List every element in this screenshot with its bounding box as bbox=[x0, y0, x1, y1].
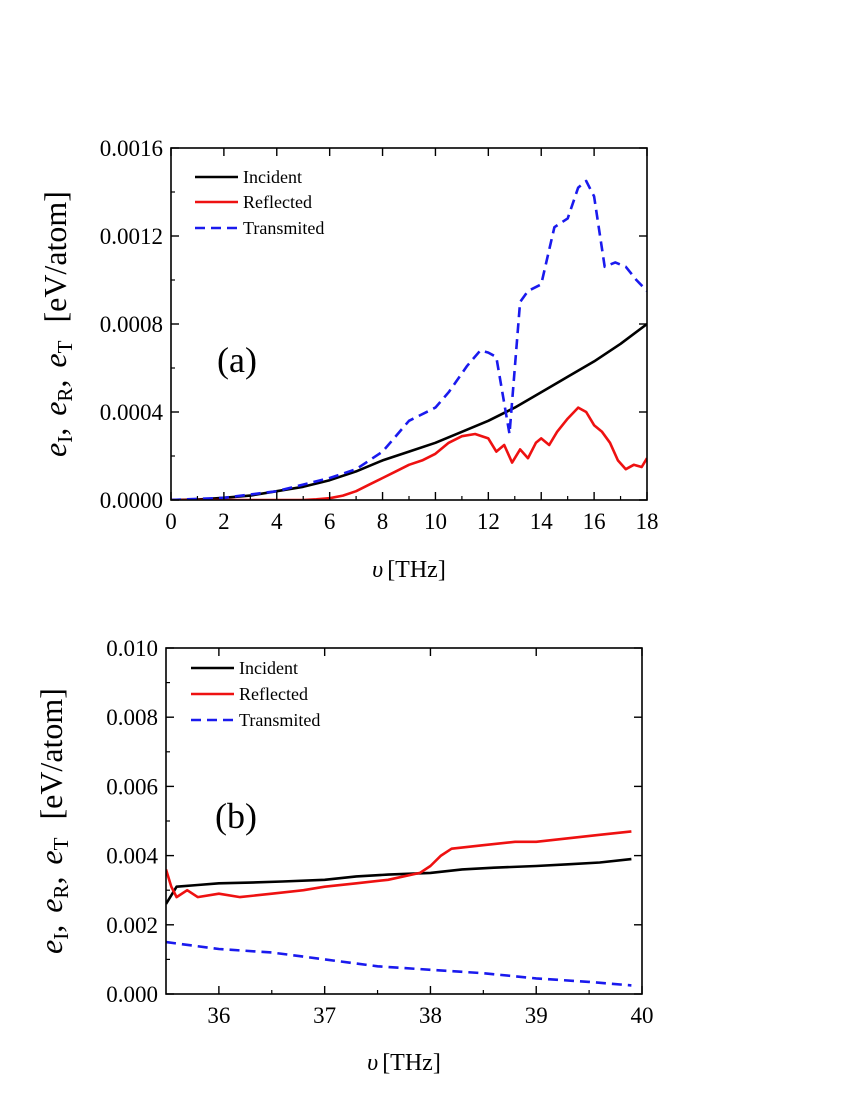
x-tick-label: 36 bbox=[207, 1003, 230, 1028]
legend: Incident Reflected Transmited bbox=[195, 167, 324, 238]
panel-label: (b) bbox=[215, 796, 257, 836]
x-tick-label: 10 bbox=[424, 509, 447, 534]
y-axis-label-part: e bbox=[37, 443, 73, 457]
y-tick-label: 0.002 bbox=[106, 913, 158, 938]
y-tick-label: 0.010 bbox=[106, 636, 158, 661]
y-axis-label: eI,eR,eT[eV/atom] bbox=[37, 191, 77, 457]
series-line-transmited bbox=[166, 940, 632, 987]
x-tick-label: 39 bbox=[525, 1003, 548, 1028]
y-axis-label-part: I bbox=[49, 933, 73, 940]
x-tick-label: 16 bbox=[583, 509, 606, 534]
chart-panel-b: 36 37 38 39 40 0.000 0.002 0.004 0.006 0.008 0.010… bbox=[33, 636, 654, 1076]
legend-label-reflected: Reflected bbox=[239, 684, 308, 704]
x-tick-label: 18 bbox=[636, 509, 659, 534]
x-axis-unit: [THz] bbox=[387, 557, 446, 583]
series-line-transmited bbox=[171, 179, 647, 500]
chart-panel-a: 0 2 4 6 8 10 12 14 16 18 0.0000 0.0004 0.0008 0.0012 0… bbox=[37, 136, 659, 583]
y-axis-label-part: e bbox=[33, 850, 69, 864]
panel-label: (a) bbox=[217, 340, 257, 380]
x-tick-label: 14 bbox=[530, 509, 554, 534]
y-axis-label-part: I bbox=[53, 436, 77, 443]
y-axis-label-part: e bbox=[33, 899, 69, 913]
x-axis-label: υ [THz] bbox=[367, 1050, 441, 1076]
y-tick-label: 0.0016 bbox=[100, 136, 163, 161]
y-axis-label: eI,eR,eT[eV/atom] bbox=[33, 688, 73, 954]
x-tick-label: 37 bbox=[313, 1003, 336, 1028]
y-tick-label: 0.006 bbox=[106, 774, 158, 799]
y-axis-label-part: R bbox=[49, 885, 73, 899]
series-line-reflected bbox=[171, 406, 647, 500]
series-line-incident bbox=[171, 322, 647, 500]
x-tick-label: 0 bbox=[165, 509, 177, 534]
legend-label-transmited: Transmited bbox=[239, 710, 320, 730]
x-axis-symbol: υ bbox=[372, 557, 383, 583]
x-axis-symbol: υ bbox=[367, 1050, 378, 1076]
x-axis-unit: [THz] bbox=[382, 1050, 441, 1076]
legend: Incident Reflected Transmited bbox=[191, 658, 320, 730]
y-tick-label: 0.0008 bbox=[100, 312, 163, 337]
y-axis-label-part: T bbox=[53, 340, 77, 353]
y-axis-label-part: e bbox=[37, 402, 73, 416]
y-tick-label: 0.004 bbox=[106, 844, 158, 869]
legend-label-incident: Incident bbox=[239, 658, 298, 678]
y-tick-label: 0.0000 bbox=[100, 488, 163, 513]
y-axis-label-part: , bbox=[33, 925, 69, 933]
plot-area bbox=[171, 179, 647, 500]
y-axis-label-part: T bbox=[49, 837, 73, 850]
y-axis-label-part: e bbox=[37, 353, 73, 367]
series-line-incident bbox=[166, 857, 632, 905]
x-tick-label: 2 bbox=[218, 509, 230, 534]
y-tick-label: 0.0004 bbox=[100, 400, 164, 425]
y-axis-label-part: e bbox=[33, 940, 69, 954]
legend-label-transmited: Transmited bbox=[243, 218, 324, 238]
x-axis-label: υ [THz] bbox=[372, 557, 446, 583]
x-tick-label: 12 bbox=[477, 509, 500, 534]
y-tick-label: 0.0012 bbox=[100, 224, 163, 249]
x-tick-label: 8 bbox=[377, 509, 389, 534]
y-axis-label-part: , bbox=[33, 877, 69, 885]
y-axis-label-part: R bbox=[53, 388, 77, 402]
x-tick-label: 6 bbox=[324, 509, 336, 534]
plot-area bbox=[166, 830, 632, 987]
y-axis-label-part: , bbox=[37, 380, 73, 388]
y-tick-label: 0.008 bbox=[106, 705, 158, 730]
x-tick-label: 40 bbox=[631, 1003, 654, 1028]
y-tick-label: 0.000 bbox=[106, 982, 158, 1007]
y-axis-label-part: , bbox=[37, 428, 73, 436]
legend-label-reflected: Reflected bbox=[243, 192, 312, 212]
y-axis-label-part: [eV/atom] bbox=[33, 688, 69, 820]
legend-label-incident: Incident bbox=[243, 167, 302, 187]
x-tick-label: 38 bbox=[419, 1003, 442, 1028]
series-line-reflected bbox=[166, 830, 632, 899]
x-tick-label: 4 bbox=[271, 509, 283, 534]
y-axis-label-part: [eV/atom] bbox=[37, 191, 73, 323]
